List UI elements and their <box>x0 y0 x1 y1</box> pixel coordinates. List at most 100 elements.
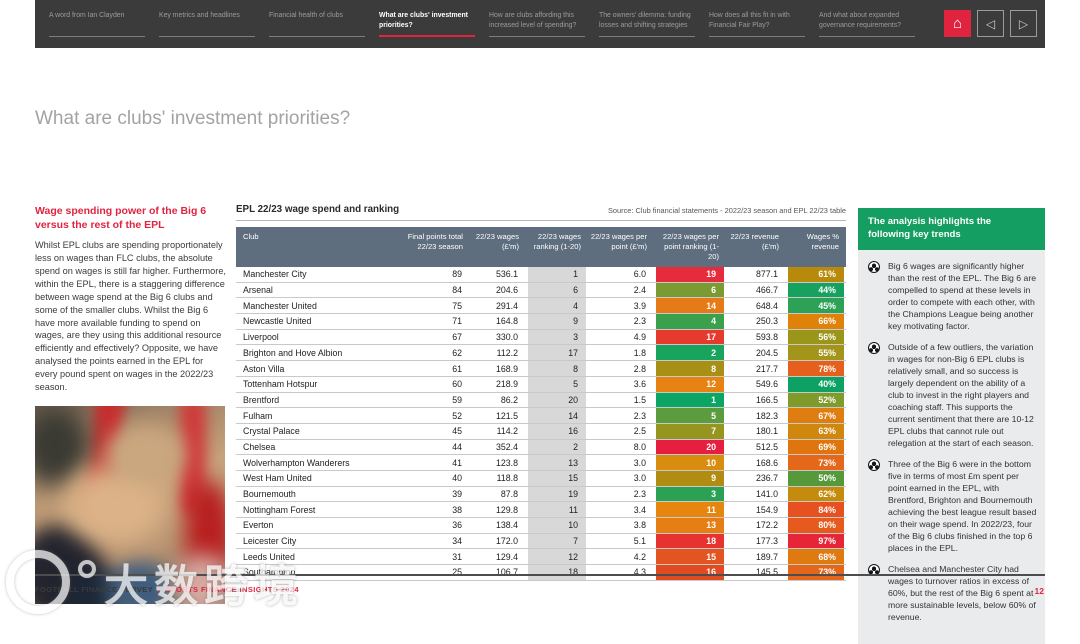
trend-text: Chelsea and Manchester City had wages to… <box>888 563 1036 622</box>
table-cell: 62% <box>786 486 846 502</box>
table-cell: 1 <box>526 267 588 282</box>
table-cell: Manchester City <box>243 269 307 280</box>
table-cell: 123.8 <box>495 457 518 468</box>
table-cell: 218.9 <box>495 379 518 390</box>
table-cell: Southampton <box>243 567 296 578</box>
previous-page-button[interactable]: ◁ <box>977 10 1004 37</box>
wage-table-section: EPL 22/23 wage spend and ranking Source:… <box>236 204 846 581</box>
page-number: 12 <box>1034 586 1044 596</box>
table-caption-row: EPL 22/23 wage spend and ranking Source:… <box>236 204 846 221</box>
table-cell: 45% <box>786 298 846 314</box>
table-cell: Crystal Palace <box>243 426 300 437</box>
photo-blob <box>105 561 175 604</box>
table-cell: 10 <box>526 518 588 533</box>
table-row: Chelsea 44 352.4 2 8.0 20 512.5 69% <box>236 439 846 456</box>
table-row: Leeds United 31 129.4 12 4.2 15 189.7 68% <box>236 549 846 566</box>
nav-tabs: A word from Ian Clayden Key metrics and h… <box>49 11 915 37</box>
nav-tab-label: How does all this fit in with Financial … <box>709 12 790 29</box>
football-icon <box>868 260 880 273</box>
table-row: Everton 36 138.4 10 3.8 13 172.2 80% <box>236 518 846 534</box>
table-cell: 67% <box>786 408 846 423</box>
table-cell: 250.3 <box>755 316 778 327</box>
nav-tab-2[interactable]: Key metrics and headlines <box>159 11 255 37</box>
table-cell: 593.8 <box>755 332 778 343</box>
table-cell: 189.7 <box>755 551 778 562</box>
key-trends-heading: The analysis highlights the following ke… <box>858 208 1045 250</box>
table-cell: 13 <box>654 518 726 533</box>
table-cell: 512.5 <box>755 441 778 452</box>
nav-tab-4[interactable]: What are clubs' investment priorities? <box>379 11 475 37</box>
table-cell: 4.2 <box>633 551 646 562</box>
column-header: 22/23 wages per point (£'m) <box>590 232 647 252</box>
table-cell: 4.3 <box>633 567 646 578</box>
nav-tab-7[interactable]: How does all this fit in with Financial … <box>709 11 805 37</box>
nav-tab-label: What are clubs' investment priorities? <box>379 12 468 29</box>
table-cell: 4 <box>654 314 726 329</box>
table-cell: 17 <box>654 329 726 345</box>
column-header: 22/23 revenue (£'m) <box>730 232 779 252</box>
table-cell: Newcastle United <box>243 316 312 327</box>
table-cell: 8 <box>526 361 588 376</box>
trends-list: Big 6 wages are significantly higher tha… <box>858 249 1045 644</box>
table-cell: 36 <box>452 520 462 531</box>
table-cell: 7 <box>526 533 588 549</box>
table-row: West Ham United 40 118.8 15 3.0 9 236.7 50% <box>236 470 846 487</box>
table-cell: 59 <box>452 394 462 405</box>
table-cell: 39 <box>452 489 462 500</box>
table-cell: 172.0 <box>495 536 518 547</box>
table-cell: 2.3 <box>633 316 646 327</box>
table-cell: Tottenham Hotspur <box>243 379 318 390</box>
next-page-button[interactable]: ▷ <box>1010 10 1037 37</box>
table-body: Manchester City 89 536.1 1 6.0 19 877.1 61% Arse… <box>236 267 846 581</box>
table-cell: 877.1 <box>755 269 778 280</box>
table-cell: 8.0 <box>633 441 646 452</box>
table-cell: 8 <box>654 361 726 376</box>
table-cell: 11 <box>526 502 588 518</box>
table-cell: 129.8 <box>495 504 518 515</box>
home-icon: ⌂ <box>952 15 963 32</box>
table-cell: 154.9 <box>755 504 778 515</box>
table-cell: 3 <box>526 329 588 345</box>
table-cell: 80% <box>786 518 846 533</box>
table-cell: 1.5 <box>633 394 646 405</box>
table-cell: 2 <box>526 439 588 455</box>
football-icon <box>868 458 880 471</box>
table-row: Bournemouth 39 87.8 19 2.3 3 141.0 62% <box>236 486 846 503</box>
trend-item: Big 6 wages are significantly higher tha… <box>866 260 1037 332</box>
table-cell: 78% <box>786 361 846 376</box>
table-cell: 2 <box>654 345 726 361</box>
chevron-left-icon: ◁ <box>985 16 996 31</box>
table-cell: Aston Villa <box>243 363 285 374</box>
nav-tab-8[interactable]: And what about expanded governance requi… <box>819 11 915 37</box>
table-cell: 10 <box>654 455 726 470</box>
table-cell: Leeds United <box>243 551 295 562</box>
table-cell: 118.8 <box>496 473 518 484</box>
table-cell: 6.0 <box>633 269 646 280</box>
table-cell: 63% <box>786 423 846 439</box>
table-cell: 114.2 <box>496 426 518 437</box>
table-row: Fulham 52 121.5 14 2.3 5 182.3 67% <box>236 408 846 424</box>
table-cell: 14 <box>654 298 726 314</box>
table-row: Aston Villa 61 168.9 8 2.8 8 217.7 78% <box>236 361 846 377</box>
home-button[interactable]: ⌂ <box>944 10 971 37</box>
table-cell: 4.9 <box>633 332 646 343</box>
table-row: Nottingham Forest 38 129.8 11 3.4 11 154.9 84% <box>236 502 846 519</box>
table-cell: 168.6 <box>755 457 778 468</box>
table-cell: 75 <box>452 300 462 311</box>
table-cell: 330.0 <box>495 332 518 343</box>
nav-tab-5[interactable]: How are clubs affording this increased l… <box>489 11 585 37</box>
table-cell: 34 <box>452 536 462 547</box>
nav-tab-3[interactable]: Financial health of clubs <box>269 11 365 37</box>
table-cell: 44% <box>786 282 846 298</box>
trend-text: Outside of a few outliers, the variation… <box>888 341 1034 448</box>
table-cell: 15 <box>654 549 726 565</box>
table-cell: 87.8 <box>500 489 518 500</box>
table-row: Crystal Palace 45 114.2 16 2.5 7 180.1 63% <box>236 423 846 440</box>
nav-tab-6[interactable]: The owners' dilemma: funding losses and … <box>599 11 695 37</box>
table-cell: 41 <box>452 457 462 468</box>
table-cell: 16 <box>526 423 588 439</box>
table-cell: 2.3 <box>633 410 646 421</box>
nav-tab-1[interactable]: A word from Ian Clayden <box>49 11 145 37</box>
table-cell: 71 <box>452 316 462 327</box>
table-cell: Nottingham Forest <box>243 504 316 515</box>
